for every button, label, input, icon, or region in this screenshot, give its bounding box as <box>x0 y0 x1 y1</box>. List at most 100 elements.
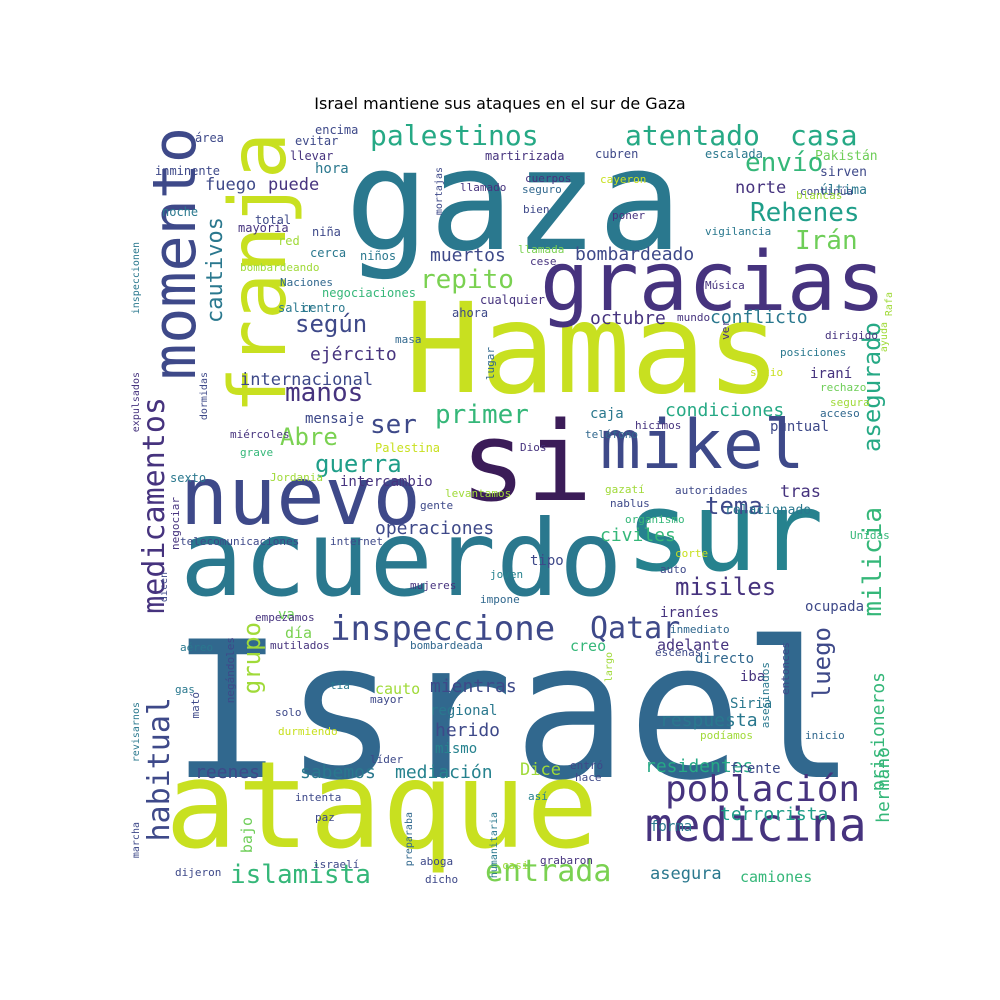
word-iran: Irán <box>795 226 858 256</box>
word-mujeres: mujeres <box>410 579 457 592</box>
word-segura: segura <box>830 396 870 409</box>
word-martirizada: martirizada <box>485 149 565 163</box>
word-hora: hora <box>315 161 349 177</box>
word-rechazo: rechazo <box>820 381 867 394</box>
word-si: si <box>460 398 593 526</box>
word-area: área <box>195 131 224 145</box>
word-noche: noche <box>162 205 199 219</box>
word-inicio: inicio <box>805 729 845 742</box>
word-unidas: Unidas <box>850 529 890 542</box>
word-jordania: Jordania <box>270 471 323 484</box>
word-solo: solo <box>275 706 302 719</box>
word-siria: Siria <box>730 696 773 712</box>
word-sabemos: sabemos <box>300 762 376 783</box>
word-mediacion: mediación <box>395 762 493 783</box>
word-ejercito: ejército <box>310 344 397 365</box>
word-impone: impone <box>480 593 520 606</box>
word-escenas: escenas <box>655 646 702 659</box>
word-cese: cese <box>530 255 557 268</box>
word-mundo: mundo <box>677 311 711 324</box>
word-auto: auto <box>660 563 687 576</box>
word-ultima: última <box>820 183 867 198</box>
word-telecomunicaciones: telecomunicaciones <box>180 535 300 548</box>
word-repito: repito <box>420 265 514 295</box>
word-nuevo: nuevo <box>180 450 421 543</box>
word-respuesta: respuesta <box>660 710 758 731</box>
word-misiles: misiles <box>675 573 777 601</box>
word-pakistan: Pakistán <box>815 149 878 164</box>
word-dijeron: dijeron <box>175 866 222 879</box>
word-aboga: aboga <box>420 855 454 868</box>
word-mensaje: mensaje <box>305 411 365 427</box>
word-mato: mató <box>189 692 202 719</box>
word-cayeron: cayeron <box>600 173 647 186</box>
word-llamada: llamada <box>518 243 565 256</box>
word-mayor: mayor <box>370 693 404 706</box>
word-conflicto: conflicto <box>710 307 808 328</box>
word-continua: continúa <box>800 185 853 198</box>
word-hamas: Hamas <box>405 277 782 422</box>
word-adelante: adelante <box>657 636 730 654</box>
word-habitual: habitual <box>142 697 177 842</box>
word-envio: envío <box>745 148 824 178</box>
word-durmiendo: durmiendo <box>278 725 338 738</box>
word-forma: forma <box>650 819 693 835</box>
word-asi: así <box>528 790 548 803</box>
word-primer: primer <box>435 400 529 430</box>
word-mikel: mikel <box>600 406 805 485</box>
word-levantamos: levantamos <box>445 487 512 500</box>
word-hace: hace <box>575 771 602 784</box>
word-fuego: fuego <box>205 175 257 195</box>
word-dicho: dicho <box>425 873 459 886</box>
word-residentes: residentes <box>645 756 754 777</box>
word-directo: directo <box>695 651 755 667</box>
word-casa: casa <box>790 122 858 152</box>
word-luego: luego <box>808 627 836 700</box>
word-palestinos: palestinos <box>370 122 539 152</box>
word-asegura: asegura <box>650 864 722 884</box>
word-dice: Dice <box>520 760 561 780</box>
word-guerra: guerra <box>315 450 402 478</box>
word-inspeccionen: inspeccionen <box>131 242 142 315</box>
word-reenes: reenes <box>195 762 261 783</box>
word-encima: encima <box>315 123 359 137</box>
word-abre: Abre <box>280 423 338 451</box>
word-lugar: lugar <box>484 347 497 381</box>
word-gaza: gaza <box>345 122 683 283</box>
word-dicen: dicen <box>159 572 170 603</box>
word-irani: iraní <box>810 366 853 382</box>
word-bombardeando: bombardeando <box>240 261 320 274</box>
word-grupo: grupo <box>238 622 266 695</box>
word-bien: bien <box>523 203 550 216</box>
word-seguro: seguro <box>522 183 562 196</box>
word-inspeccione: inspeccione <box>330 609 556 649</box>
word-centro: centro <box>302 301 346 315</box>
word-muertos: muertos <box>430 245 506 266</box>
word-inminente: inminente <box>155 164 221 178</box>
word-tras: tras <box>780 482 821 502</box>
word-sur: sur <box>625 468 824 596</box>
word-dirigido: dirigido <box>825 329 878 342</box>
word-mutilados: mutilados <box>270 639 330 652</box>
word-ver: ver <box>719 320 732 340</box>
word-bombardeada: bombardeada <box>410 639 483 652</box>
word-internet: internet <box>330 535 383 548</box>
word-aereo: aéreo <box>180 641 214 654</box>
word-intercambio: intercambio <box>340 474 433 490</box>
word-lider: líder <box>370 753 404 766</box>
word-salir: salir <box>278 301 315 315</box>
word-evitar: evitar <box>295 134 339 148</box>
word-norte: norte <box>735 178 787 198</box>
word-rehenes: Rehenes <box>750 198 860 228</box>
word-dormidas: dormidas <box>199 372 210 421</box>
word-escalada: escalada <box>705 147 763 161</box>
word-revisarnos: revisarnos <box>131 702 142 763</box>
word-intenta: intenta <box>295 791 342 804</box>
word-octubre: octubre <box>590 308 666 329</box>
word-atentado: atentado <box>625 122 760 152</box>
word-qatar: Qatar <box>590 611 681 646</box>
word-masa: masa <box>395 333 422 346</box>
word-acceso: acceso <box>820 407 860 420</box>
word-acuerdo: acuerdo <box>180 498 623 620</box>
word-llevar: llevar <box>290 149 334 163</box>
